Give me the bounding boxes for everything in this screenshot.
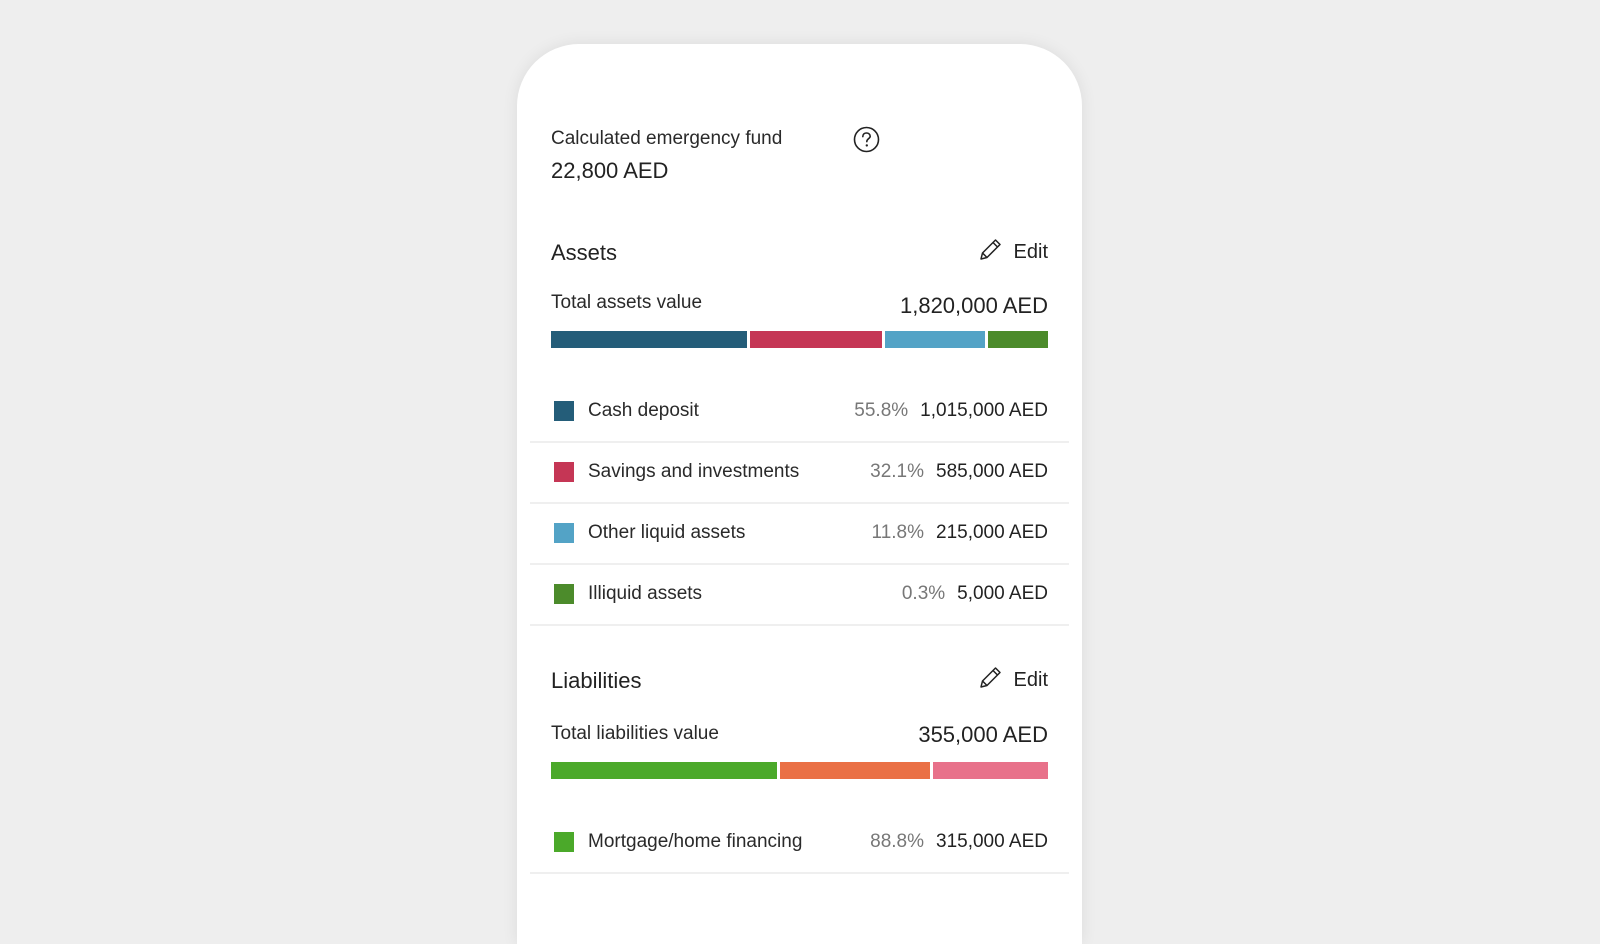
question-circle-icon[interactable] <box>853 126 880 153</box>
bar-segment-liability-3 <box>932 762 1048 779</box>
row-values: 88.8% 315,000 AED <box>870 831 1048 853</box>
bar-segment-mortgage <box>551 762 777 779</box>
list-item[interactable]: Other liquid assets 11.8% 215,000 AED <box>530 502 1069 565</box>
pencil-icon <box>976 236 1004 269</box>
liabilities-edit-button[interactable]: Edit <box>976 664 1048 697</box>
row-amount: 315,000 AED <box>936 831 1048 852</box>
row-amount: 1,015,000 AED <box>920 400 1048 421</box>
assets-edit-button[interactable]: Edit <box>976 236 1048 269</box>
color-swatch <box>554 462 574 482</box>
row-amount: 5,000 AED <box>957 583 1048 604</box>
total-assets-value: 1,820,000 AED <box>899 293 1048 318</box>
bar-segment-cash-deposit <box>551 331 748 348</box>
color-swatch <box>554 832 574 852</box>
row-amount: 215,000 AED <box>936 522 1048 543</box>
row-label: Cash deposit <box>588 400 699 421</box>
list-item[interactable]: Cash deposit 55.8% 1,015,000 AED <box>530 380 1069 443</box>
row-percent: 55.8% <box>854 400 909 421</box>
total-liabilities-value: 355,000 AED <box>918 722 1048 747</box>
assets-distribution-bar <box>551 331 1048 348</box>
row-label: Savings and investments <box>588 461 800 482</box>
liabilities-distribution-bar <box>551 762 1048 779</box>
emergency-fund-value: 22,800 AED <box>551 158 669 183</box>
emergency-fund-label: Calculated emergency fund <box>551 128 783 149</box>
row-percent: 32.1% <box>870 461 925 482</box>
list-item[interactable]: Illiquid assets 0.3% 5,000 AED <box>530 563 1069 626</box>
row-percent: 11.8% <box>871 522 925 543</box>
row-values: 32.1% 585,000 AED <box>870 461 1048 483</box>
phone-frame: Calculated emergency fund 22,800 AED Ass… <box>517 44 1082 944</box>
row-label: Illiquid assets <box>588 583 703 604</box>
total-liabilities-label: Total liabilities value <box>551 723 719 744</box>
bar-segment-illiquid-assets <box>988 331 1048 348</box>
assets-edit-label: Edit <box>1013 241 1048 263</box>
row-label: Other liquid assets <box>588 522 746 543</box>
color-swatch <box>554 401 574 421</box>
liabilities-title: Liabilities <box>551 668 642 693</box>
row-values: 55.8% 1,015,000 AED <box>854 400 1048 422</box>
row-percent: 88.8% <box>870 831 925 852</box>
list-item[interactable]: Mortgage/home financing 88.8% 315,000 AED <box>530 811 1069 874</box>
list-item[interactable]: Savings and investments 32.1% 585,000 AED <box>530 441 1069 504</box>
pencil-icon <box>976 664 1004 697</box>
bar-segment-other-liquid-assets <box>885 331 986 348</box>
row-amount: 585,000 AED <box>936 461 1048 482</box>
color-swatch <box>554 584 574 604</box>
bar-segment-savings-and-investments <box>750 331 883 348</box>
color-swatch <box>554 523 574 543</box>
bar-segment-liability-2 <box>779 762 930 779</box>
row-values: 0.3% 5,000 AED <box>902 583 1048 605</box>
row-label: Mortgage/home financing <box>588 831 803 852</box>
total-assets-label: Total assets value <box>551 292 703 313</box>
row-percent: 0.3% <box>901 583 946 604</box>
liabilities-edit-label: Edit <box>1013 669 1048 691</box>
assets-title: Assets <box>551 240 618 265</box>
row-values: 11.8% 215,000 AED <box>872 522 1048 544</box>
